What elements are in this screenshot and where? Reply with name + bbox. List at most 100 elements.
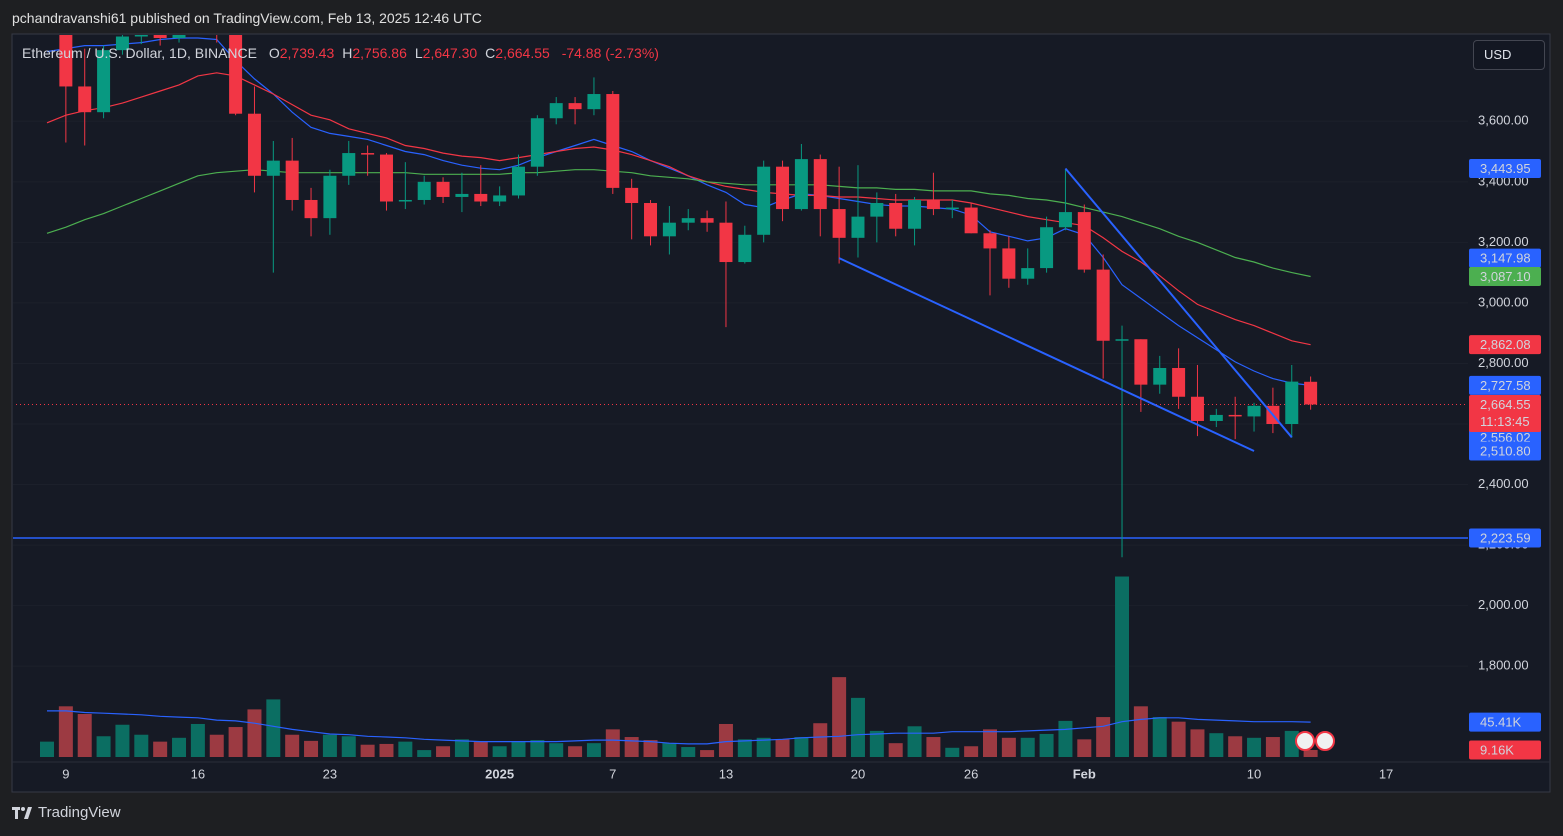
x-tick-label: 26 [964,766,978,781]
volume-bar [247,709,262,757]
brand-name: TradingView [38,804,121,821]
volume-bar [1209,733,1224,757]
volume-bar [360,744,375,757]
candle-body [625,187,639,204]
moving-average-line [46,72,1311,346]
volume-bar [832,677,847,757]
volume-bar [586,743,601,757]
candle-body [889,203,903,229]
last-price-bg [1469,394,1541,432]
field-value: 2,664.55 [495,45,550,61]
field-key: H [342,45,353,61]
candle-body [493,195,507,202]
volume-bar [983,729,997,757]
trendline-price-label: 2,510.80 [1480,443,1531,458]
candle-body [700,218,714,223]
volume-bar [1058,720,1073,757]
candle-body [455,193,469,197]
publisher-line: pchandravanshi61 published on TradingVie… [12,10,482,26]
candle-body [97,50,111,113]
ohlc-fields: O2,739.43 H2,756.86 L2,647.30 C2,664.55 [261,45,550,61]
trendline [1064,167,1293,438]
candle-body [568,103,582,110]
volume-bar [888,743,903,757]
x-tick-label: 13 [719,766,733,781]
field-key: C [485,45,496,61]
volume-bar [1020,737,1035,757]
y-tick-label: 3,200.00 [1478,234,1529,249]
event-icon[interactable] [1315,731,1335,751]
candle-body [1172,367,1186,397]
volume-bar [1096,717,1111,757]
volume-bar [1284,730,1299,757]
candle-body [115,36,129,51]
candle-body [41,0,54,2]
volume-bar [945,747,960,757]
volume-bar [964,746,979,757]
candle-body [1115,339,1129,341]
candle-body [417,181,431,200]
volume-bar [473,741,488,757]
symbol-legend: Ethereum / U.S. Dollar, 1D, BINANCE O2,7… [22,45,659,61]
candle-body [474,193,488,202]
volume-bar [568,746,583,757]
volume-bar [1247,737,1262,757]
candle-body [1058,212,1072,228]
volume-ma-label: 45.41K [1480,715,1522,730]
candle-body [153,35,167,39]
trendline-price-label: 3,147.98 [1480,251,1531,266]
volume-bar [40,741,54,757]
candle-body [229,35,243,114]
candle-body [945,207,959,210]
volume-bar [341,736,356,757]
ma-price-label-bg [1469,335,1541,355]
volume-bar [190,723,205,757]
volume-bar [1115,576,1130,757]
volume-bar [172,737,187,757]
volume-bar [511,741,526,757]
candle-body [851,216,865,238]
last-price-label: 2,664.55 [1480,397,1531,412]
candle-body [776,166,790,210]
candle-body [78,86,92,113]
volume-bar [436,746,451,757]
level-price-label-bg [1469,528,1541,548]
volume-bar [96,736,111,757]
y-tick-label: 2,800.00 [1478,355,1529,370]
candle-body [342,153,356,176]
candle-body [813,159,827,210]
volume-label: 9.16K [1480,742,1514,757]
volume-bar [530,740,545,757]
volume-bar [379,743,394,757]
volume-bar [398,741,413,757]
field-value: 2,756.86 [352,45,407,61]
candle-body [512,166,525,196]
candle-body [1285,381,1299,425]
chart-frame [11,33,1551,793]
y-tick-label: 3,600.00 [1478,113,1529,128]
volume-bar [322,734,337,757]
candle-body [1134,339,1148,385]
currency-button[interactable]: USD [1473,40,1545,70]
candle-body [549,103,563,119]
volume-bar [417,750,432,757]
volume-bar [1265,737,1280,757]
volume-bar [681,747,696,757]
candle-body [172,35,186,39]
volume-bar [115,724,130,757]
event-icon[interactable] [1295,731,1315,751]
brand-logo [12,806,32,819]
candle-body [757,166,771,235]
volume-bar [775,739,790,757]
field-key: L [414,45,423,61]
ma-price-label-bg [1469,375,1541,395]
trendline-price-label-bg [1469,248,1541,268]
moving-average-line [46,37,1311,386]
x-tick-label: 20 [851,766,865,781]
volume-bar [624,737,639,757]
volume-bar [304,740,319,757]
volume-bar [1228,736,1243,757]
x-tick-label: 10 [1247,766,1261,781]
volume-label-bg [1469,740,1541,760]
volume-bar [285,734,300,757]
